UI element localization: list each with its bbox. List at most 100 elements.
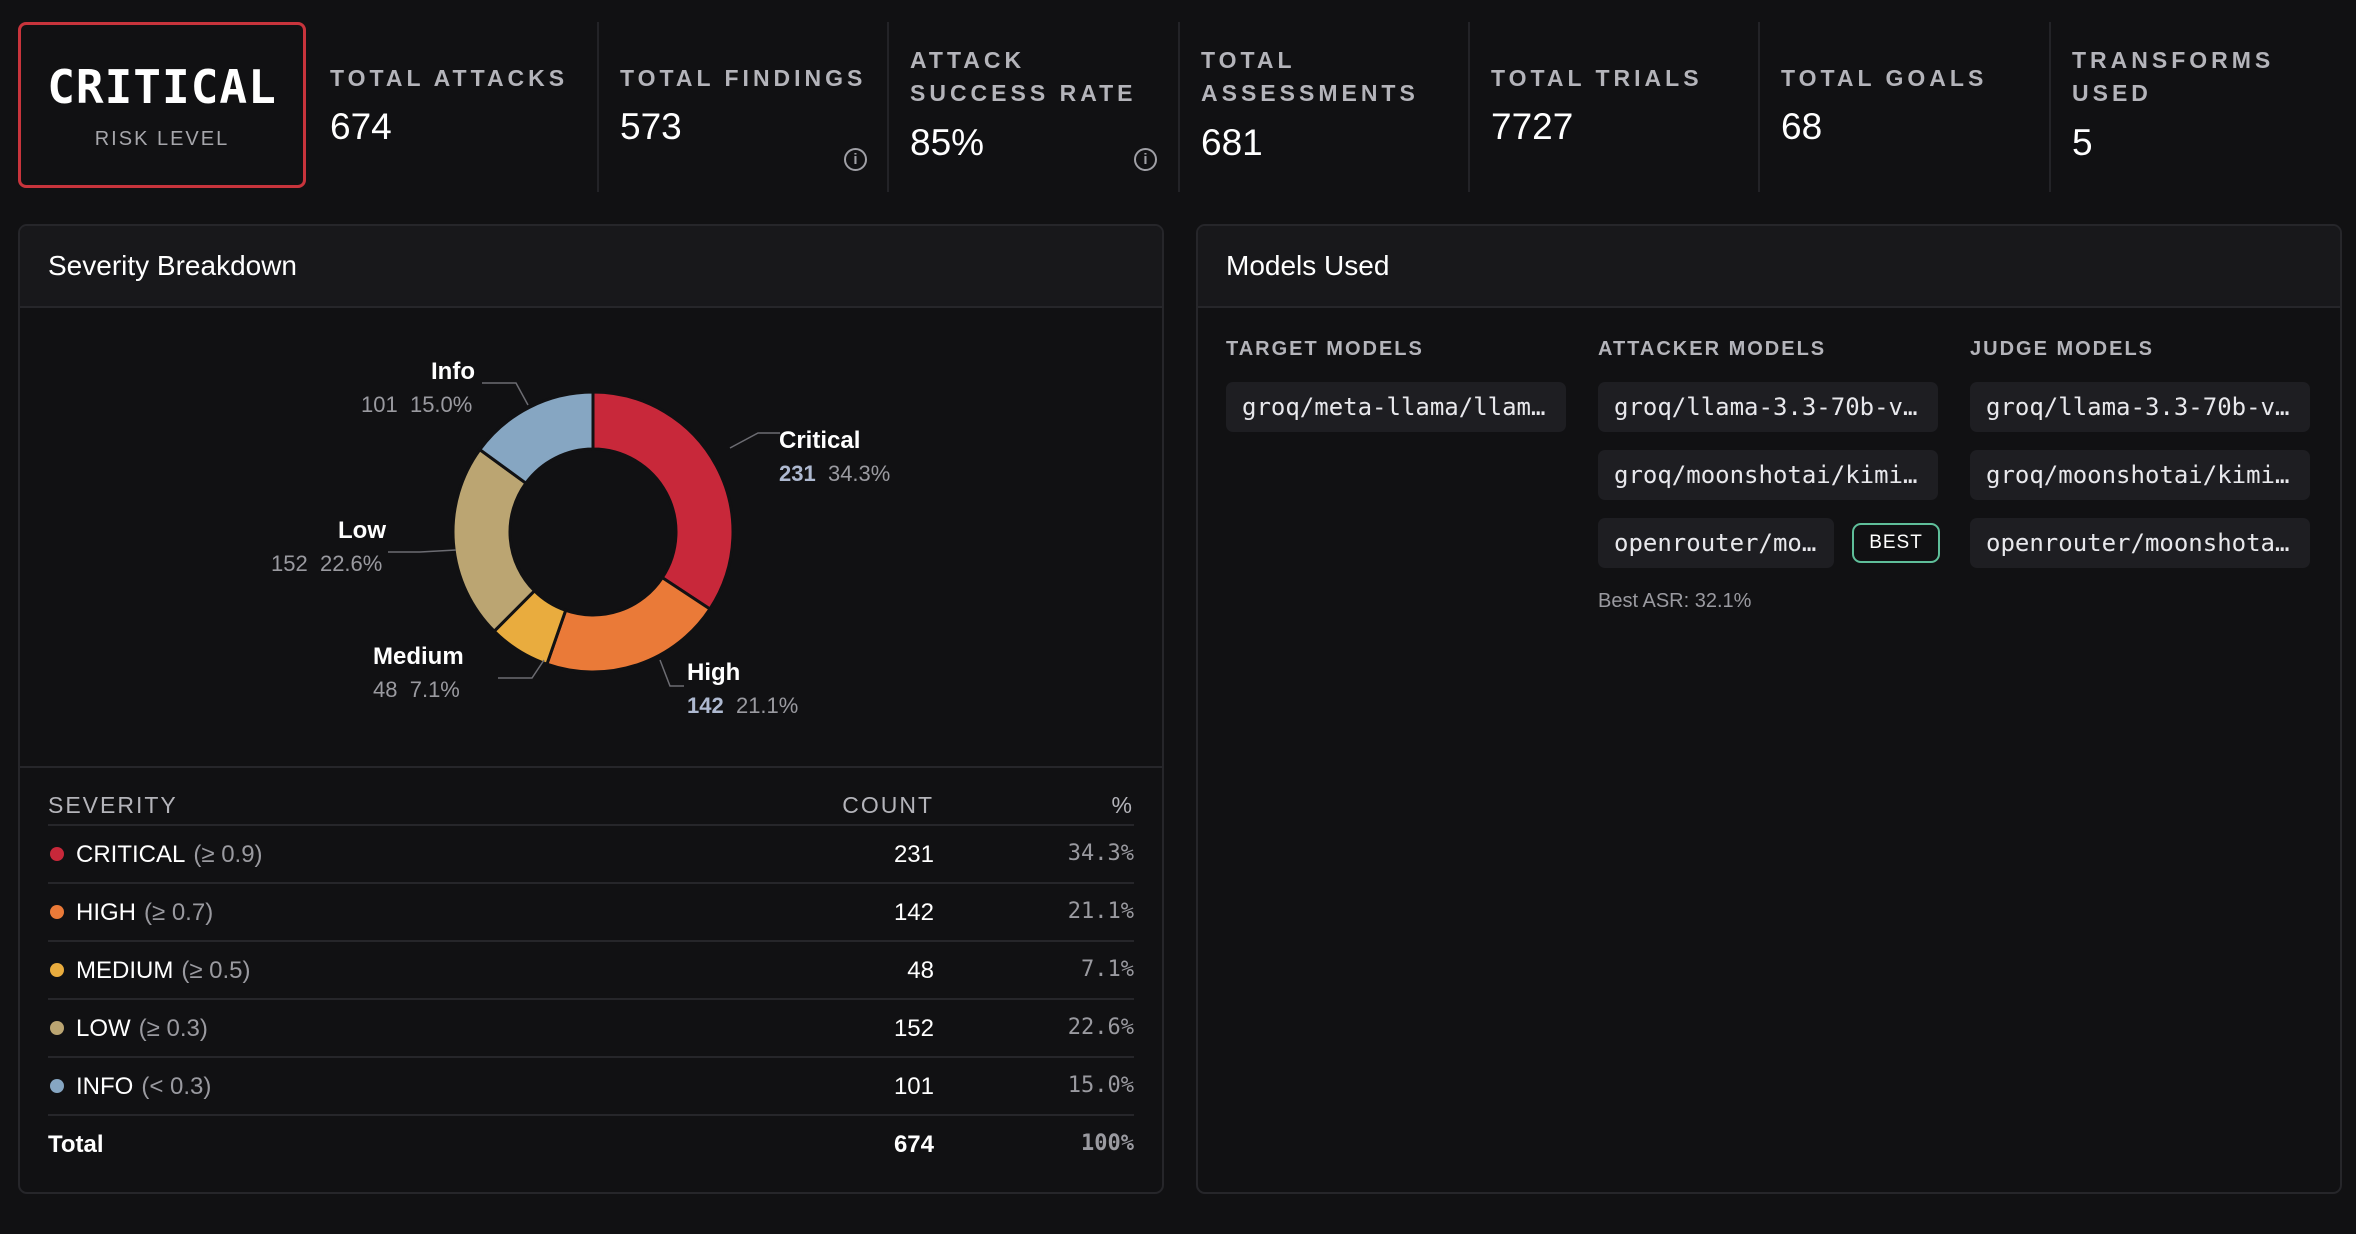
severity-pct: 21.1% [1067, 899, 1134, 924]
severity-pct: 22.6% [1067, 1015, 1134, 1040]
panel-title: Severity Breakdown [20, 226, 1162, 308]
severity-pct: 34.3% [1067, 841, 1134, 866]
severity-dot [50, 905, 64, 919]
target-model-chip[interactable]: groq/meta-llama/llam… [1226, 382, 1566, 432]
donut-pct: 22.6% [319, 551, 383, 576]
severity-dot [50, 1021, 64, 1035]
donut-pct: 15.0% [409, 392, 473, 417]
donut-count: 48 [373, 677, 398, 702]
donut-count: 152 [271, 551, 308, 576]
stat-total-goals: TOTAL GOALS 68 [1761, 22, 2048, 192]
severity-name: MEDIUM (≥ 0.5) [76, 957, 251, 985]
judge-model-chip[interactable]: groq/moonshotai/kimi… [1970, 450, 2310, 500]
severity-count: 48 [907, 957, 934, 984]
severity-count: 152 [893, 1015, 934, 1042]
panel-title: Models Used [1198, 226, 2340, 308]
stat-divider [597, 22, 599, 192]
info-icon[interactable]: i [844, 148, 867, 171]
donut-sub-critical: 231 34.3% [779, 461, 890, 487]
donut-slice-info[interactable] [477, 390, 595, 486]
leader-low [388, 549, 457, 553]
donut-count: 101 [361, 392, 398, 417]
severity-label: INFO [76, 1073, 134, 1100]
donut-sub-high: 142 21.1% [687, 693, 798, 719]
donut-label-medium: Medium [373, 643, 464, 670]
stat-attack-success-rate: ATTACK SUCCESS RATE 85% i [890, 22, 1177, 192]
total-label: Total [48, 1131, 104, 1158]
stat-value: 674 [330, 106, 392, 147]
total-count: 674 [893, 1131, 934, 1158]
judge-model-chip[interactable]: groq/llama-3.3-70b-v… [1970, 382, 2310, 432]
severity-dot [50, 847, 64, 861]
severity-label: CRITICAL [76, 841, 186, 868]
leader-critical [729, 432, 780, 449]
stat-divider [1468, 22, 1470, 192]
stat-label-line-1: ATTACK [910, 47, 1026, 73]
severity-count: 101 [893, 1073, 934, 1100]
table-row: MEDIUM (≥ 0.5) 48 7.1% [48, 940, 1134, 1000]
col-count: COUNT [842, 792, 934, 818]
leader-high [659, 659, 684, 687]
donut-label-low: Low [338, 517, 386, 544]
info-icon[interactable]: i [1134, 148, 1157, 171]
severity-pct: 7.1% [1081, 957, 1134, 982]
best-asr-text: Best ASR: 32.1% [1598, 590, 1752, 612]
stat-divider [2049, 22, 2051, 192]
severity-threshold: (< 0.3) [141, 1073, 212, 1100]
table-total-row: Total 674 100% [48, 1114, 1134, 1172]
donut-slice-critical[interactable] [591, 390, 735, 612]
table-row: CRITICAL (≥ 0.9) 231 34.3% [48, 824, 1134, 884]
stat-label: TOTAL FINDINGS [620, 65, 867, 91]
attacker-models-title: ATTACKER MODELS [1598, 338, 1827, 360]
donut-sub-info: 101 15.0% [361, 392, 472, 418]
stat-transforms-used: TRANSFORMS USED 5 [2052, 22, 2342, 192]
table-header: SEVERITY COUNT % [48, 766, 1134, 826]
total-pct: 100% [1081, 1131, 1134, 1156]
judge-models-title: JUDGE MODELS [1970, 338, 2155, 360]
attacker-model-chip[interactable]: groq/moonshotai/kimi… [1598, 450, 1938, 500]
severity-name: HIGH (≥ 0.7) [76, 899, 213, 927]
risk-level-label: RISK LEVEL [94, 127, 230, 150]
chart-table-divider [20, 766, 1162, 768]
stat-label-line-2: USED [2072, 80, 2152, 106]
stat-value: 7727 [1491, 106, 1574, 147]
best-badge: BEST [1852, 523, 1940, 563]
severity-threshold: (≥ 0.7) [144, 899, 214, 926]
leader-medium [498, 659, 545, 679]
severity-count: 231 [893, 841, 934, 868]
table-row: LOW (≥ 0.3) 152 22.6% [48, 998, 1134, 1058]
severity-table: SEVERITY COUNT % CRITICAL (≥ 0.9) 231 34.… [48, 766, 1134, 1192]
donut-pct: 21.1% [735, 693, 799, 718]
col-severity: SEVERITY [48, 792, 178, 818]
stat-label: TOTAL ATTACKS [330, 65, 569, 91]
donut-slice-low[interactable] [451, 447, 537, 634]
stat-value: 68 [1781, 106, 1823, 147]
donut-label-critical: Critical [779, 427, 861, 454]
stat-value: 85% [910, 122, 985, 163]
leader-info [482, 382, 529, 406]
stat-total-findings: TOTAL FINDINGS 573 i [600, 22, 887, 192]
col-pct: % [1111, 792, 1134, 818]
severity-name: INFO (< 0.3) [76, 1073, 211, 1101]
severity-threshold: (≥ 0.5) [181, 957, 251, 984]
stat-divider [887, 22, 889, 192]
attacker-model-chip[interactable]: openrouter/mo… [1598, 518, 1834, 568]
judge-model-chip[interactable]: openrouter/moonshota… [1970, 518, 2310, 568]
donut-pct: 7.1% [409, 677, 460, 702]
attacker-model-chip[interactable]: groq/llama-3.3-70b-v… [1598, 382, 1938, 432]
severity-pct: 15.0% [1067, 1073, 1134, 1098]
donut-pct: 34.3% [827, 461, 891, 486]
models-used-panel: Models Used TARGET MODELS groq/meta-llam… [1196, 224, 2342, 1194]
table-row: HIGH (≥ 0.7) 142 21.1% [48, 882, 1134, 942]
stat-value: 681 [1201, 122, 1263, 163]
stat-total-attacks: TOTAL ATTACKS 674 [310, 22, 597, 192]
table-row: INFO (< 0.3) 101 15.0% [48, 1056, 1134, 1116]
stat-label-line-1: TRANSFORMS [2072, 47, 2275, 73]
severity-dot [50, 1079, 64, 1093]
severity-dot [50, 963, 64, 977]
target-models-title: TARGET MODELS [1226, 338, 1424, 360]
stat-label-line-2: SUCCESS RATE [910, 80, 1137, 106]
stat-value: 5 [2072, 122, 2093, 163]
donut-slice-high[interactable] [544, 575, 712, 674]
donut-sub-medium: 48 7.1% [373, 677, 460, 703]
